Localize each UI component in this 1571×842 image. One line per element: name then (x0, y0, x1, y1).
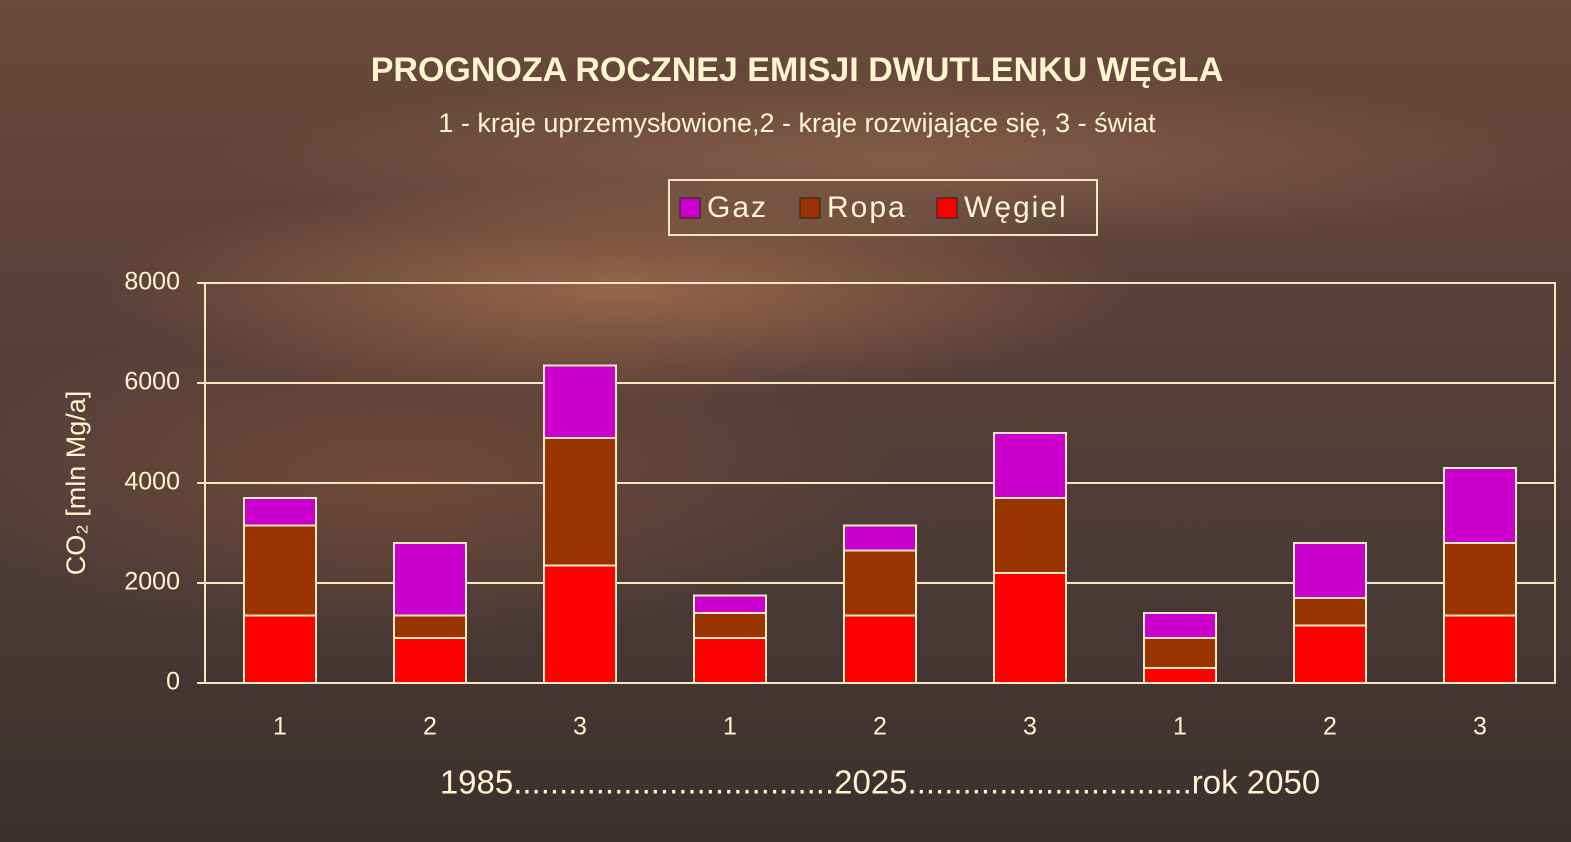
bar-segment (394, 638, 466, 683)
y-tick-label: 2000 (124, 568, 180, 596)
x-tick-label: 1 (723, 713, 737, 741)
bar-segment (1144, 668, 1216, 683)
bar-segment (694, 638, 766, 683)
chart-title: PROGNOZA ROCZNEJ EMISJI DWUTLENKU WĘGLA (371, 51, 1224, 89)
legend-label: Węgiel (964, 191, 1068, 224)
bar-segment (844, 526, 916, 551)
bar-segment (1444, 468, 1516, 543)
legend-label: Gaz (707, 191, 768, 224)
bar-segment (544, 566, 616, 684)
x-tick-label: 3 (1473, 713, 1487, 741)
bar-segment (1144, 613, 1216, 638)
bar-segment (694, 596, 766, 614)
bar-segment (844, 551, 916, 616)
bar-segment (844, 616, 916, 684)
x-axis-label: 1985...................................2… (440, 764, 1320, 801)
legend-swatch (680, 198, 700, 218)
bar-segment (1294, 598, 1366, 626)
bar-segment (394, 543, 466, 616)
bar-segment (1294, 543, 1366, 598)
legend-swatch (937, 198, 957, 218)
y-tick-label: 8000 (124, 268, 180, 296)
y-tick-label: 4000 (124, 468, 180, 496)
bar-segment (694, 613, 766, 638)
legend-label: Ropa (827, 191, 907, 224)
bar-segment (544, 366, 616, 439)
bar-segment (994, 433, 1066, 498)
x-tick-label: 3 (573, 713, 587, 741)
bar-segment (244, 526, 316, 616)
bar-segment (1444, 543, 1516, 616)
chart-subtitle: 1 - kraje uprzemysłowione,2 - kraje rozw… (438, 108, 1156, 138)
x-tick-label: 2 (1323, 713, 1337, 741)
chart: PROGNOZA ROCZNEJ EMISJI DWUTLENKU WĘGLA … (0, 0, 1571, 842)
y-tick-label: 0 (166, 668, 180, 696)
bar-segment (244, 498, 316, 526)
x-tick-label: 1 (1173, 713, 1187, 741)
bar-segment (244, 616, 316, 684)
bar-segment (994, 573, 1066, 683)
x-tick-label: 2 (873, 713, 887, 741)
x-tick-label: 1 (273, 713, 287, 741)
y-tick-label: 6000 (124, 368, 180, 396)
bar-segment (1444, 616, 1516, 684)
bar-segment (394, 616, 466, 639)
legend-swatch (800, 198, 820, 218)
page: PROGNOZA ROCZNEJ EMISJI DWUTLENKU WĘGLA … (0, 0, 1571, 842)
x-tick-label: 2 (423, 713, 437, 741)
y-axis-label: CO₂ [mln Mg/a] (61, 391, 91, 576)
bar-segment (994, 498, 1066, 573)
bar-segment (544, 438, 616, 566)
bar-segment (1144, 638, 1216, 668)
bar-segment (1294, 626, 1366, 684)
x-tick-label: 3 (1023, 713, 1037, 741)
